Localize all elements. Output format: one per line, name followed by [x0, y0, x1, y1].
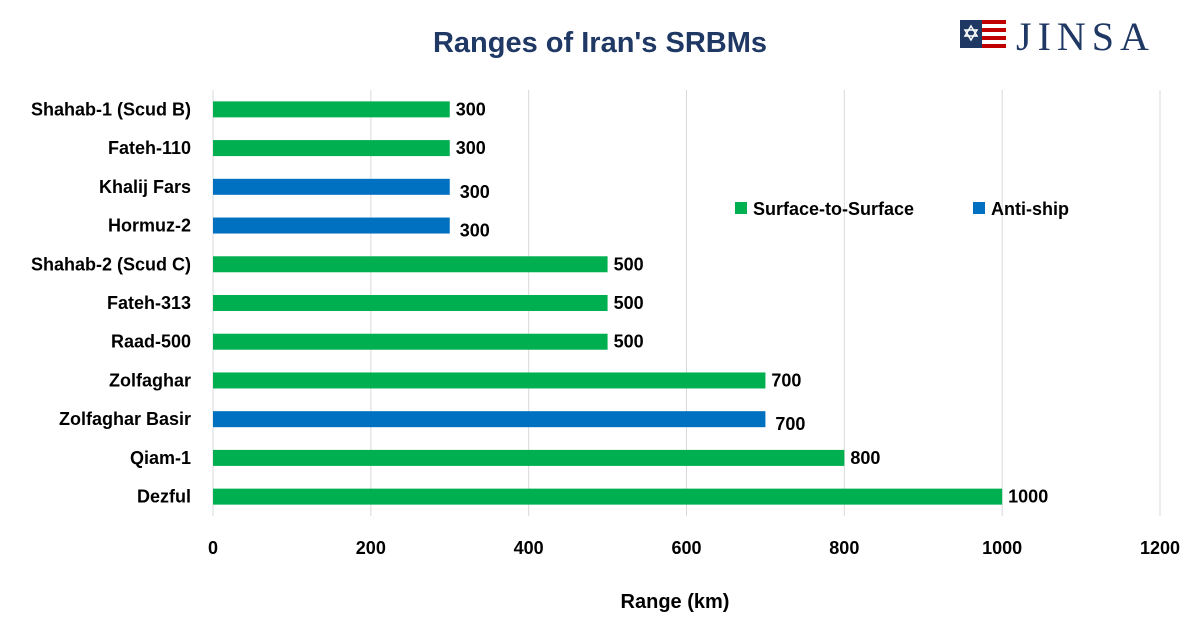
legend-swatch-surface-to-surface	[735, 202, 747, 214]
bars	[213, 101, 1003, 505]
x-tick-label-600: 600	[671, 538, 701, 558]
data-label-shahab-1-scud-b: 300	[456, 99, 486, 119]
category-label-shahab-2-scud-c: Shahab-2 (Scud C)	[31, 254, 191, 274]
data-label-hormuz-2: 300	[460, 221, 490, 241]
data-label-khalij-fars: 300	[460, 182, 490, 202]
data-label-shahab-2-scud-c: 500	[614, 254, 644, 274]
category-label-zolfaghar: Zolfaghar	[109, 370, 191, 390]
x-tick-label-800: 800	[829, 538, 859, 558]
data-label-fateh-313: 500	[614, 293, 644, 313]
data-label-dezful: 1000	[1008, 487, 1048, 507]
x-tick-label-1200: 1200	[1140, 538, 1180, 558]
bar-raad-500	[213, 333, 608, 350]
chart-title: Ranges of Iran's SRBMs	[433, 27, 767, 59]
legend-label-anti-ship: Anti-ship	[991, 199, 1069, 219]
bar-khalij-fars	[213, 178, 450, 195]
data-labels: 300 300 300 300 500 500 500 700 700 800 1000	[456, 99, 1048, 506]
x-tick-label-400: 400	[514, 538, 544, 558]
legend-label-surface-to-surface: Surface-to-Surface	[753, 199, 914, 219]
data-label-raad-500: 500	[614, 332, 644, 352]
jinsa-logo-text: JINSA	[1016, 14, 1155, 59]
jinsa-logo: JINSA	[960, 14, 1155, 59]
category-labels: Shahab-1 (Scud B) Fateh-110 Khalij Fars Hor…	[31, 99, 191, 506]
legend-swatch-anti-ship	[973, 202, 985, 214]
category-label-zolfaghar-basir: Zolfaghar Basir	[59, 409, 191, 429]
x-axis-label: Range (km)	[621, 591, 730, 613]
data-label-zolfaghar: 700	[771, 370, 801, 390]
legend: Surface-to-Surface Anti-ship	[735, 199, 1069, 219]
category-label-qiam-1: Qiam-1	[130, 448, 191, 468]
category-label-khalij-fars: Khalij Fars	[99, 177, 191, 197]
bar-shahab-1-scud-b	[213, 101, 450, 118]
category-label-raad-500: Raad-500	[111, 332, 191, 352]
bar-fateh-110	[213, 140, 450, 157]
bar-dezful	[213, 488, 1003, 505]
x-tick-label-1000: 1000	[982, 538, 1022, 558]
bar-qiam-1	[213, 449, 845, 466]
x-tick-label-0: 0	[208, 538, 218, 558]
category-label-fateh-110: Fateh-110	[108, 138, 191, 158]
bar-fateh-313	[213, 295, 608, 311]
data-label-fateh-110: 300	[456, 138, 486, 158]
bar-hormuz-2	[213, 217, 450, 234]
bar-zolfaghar-basir	[213, 411, 766, 428]
category-label-fateh-313: Fateh-313	[107, 293, 191, 313]
category-label-shahab-1-scud-b: Shahab-1 (Scud B)	[31, 99, 191, 119]
data-label-qiam-1: 800	[850, 448, 880, 468]
category-label-hormuz-2: Hormuz-2	[108, 216, 191, 236]
jinsa-flag-icon	[960, 20, 1006, 52]
data-label-zolfaghar-basir: 700	[775, 414, 805, 434]
bar-shahab-2-scud-c	[213, 256, 608, 273]
bar-zolfaghar	[213, 372, 766, 389]
category-label-dezful: Dezful	[137, 487, 191, 507]
x-tick-labels: 0 200 400 600 800 1000 1200	[208, 538, 1180, 558]
x-tick-label-200: 200	[356, 538, 386, 558]
